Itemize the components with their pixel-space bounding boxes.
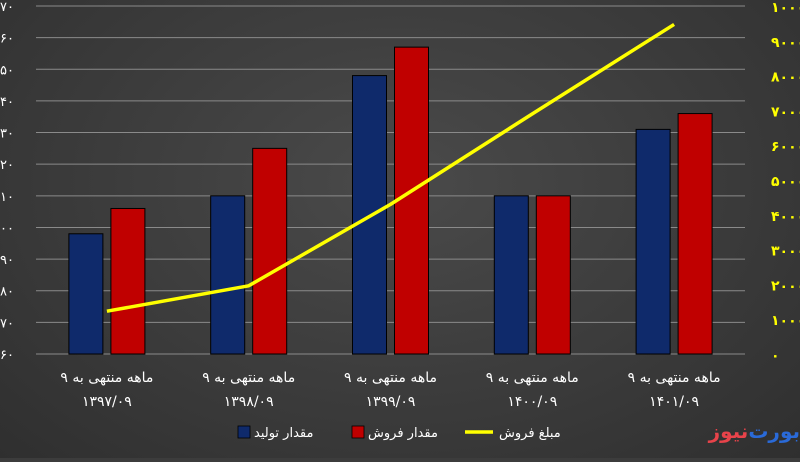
- right-tick-label: ۷۰۰۰: [771, 104, 800, 120]
- category-label: ۹ ماهه منتهی به: [628, 370, 721, 386]
- category-label: ۹ ماهه منتهی به: [60, 370, 153, 386]
- legend-label: مقدار فروش: [368, 426, 438, 441]
- left-tick-label: ۶۰: [0, 348, 14, 363]
- category-label: ۱۳۹۷/۰۹: [82, 394, 132, 410]
- category-label: ۱۴۰۱/۰۹: [649, 394, 699, 410]
- left-tick-label: ۱۰۰: [0, 221, 14, 236]
- left-tick-label: ۷۰: [0, 316, 14, 331]
- left-tick-label: ۱۳۰: [0, 127, 14, 142]
- right-tick-label: ۴۰۰۰: [771, 209, 800, 225]
- left-tick-label: ۱۵۰: [0, 63, 14, 78]
- legend-label: مبلغ فروش: [499, 426, 561, 441]
- right-tick-label: ۸۰۰۰: [771, 70, 800, 86]
- bar-production: [68, 233, 104, 355]
- right-tick-label: ۱۰۰۰: [771, 313, 800, 329]
- bar-sales-qty: [252, 147, 288, 355]
- bar-production: [210, 195, 246, 355]
- legend-label: مقدار تولید: [254, 426, 313, 441]
- bar-sales-qty: [110, 207, 146, 355]
- left-tick-label: ۱۱۰: [0, 190, 14, 205]
- bar-production: [493, 195, 529, 355]
- bar-sales-qty: [535, 195, 571, 355]
- left-tick-label: ۸۰: [0, 285, 14, 300]
- category-label: ۹ ماهه منتهی به: [202, 370, 295, 386]
- watermark-text-1: نیوز: [708, 419, 749, 443]
- left-tick-label: ۱۶۰: [0, 32, 14, 47]
- right-tick-label: ۵۰۰۰: [771, 174, 800, 190]
- category-label: ۱۳۹۹/۰۹: [366, 394, 416, 410]
- right-tick-label: ۱۰۰۰۰: [771, 0, 800, 16]
- right-tick-label: ۶۰۰۰: [771, 139, 800, 155]
- left-tick-label: ۱۷۰: [0, 0, 14, 15]
- legend-swatch: [237, 425, 251, 439]
- right-tick-label: ۰: [771, 348, 780, 364]
- line-sales-amount: [106, 22, 676, 313]
- category-label: ۱۳۹۸/۰۹: [224, 394, 274, 410]
- brand-watermark: نیوز بورت: [709, 418, 800, 444]
- bar-production: [635, 128, 671, 355]
- bar-sales-qty: [394, 46, 429, 355]
- category-label: ۹ ماهه منتهی به: [486, 370, 579, 386]
- bar-sales-qty: [677, 113, 713, 355]
- left-tick-label: ۱۲۰: [0, 158, 14, 173]
- watermark-text-2: بورت: [748, 419, 800, 443]
- category-label: ۹ ماهه منتهی به: [344, 370, 437, 386]
- right-tick-label: ۲۰۰۰: [771, 278, 800, 294]
- left-tick-label: ۹۰: [0, 253, 14, 268]
- category-label: ۱۴۰۰/۰۹: [507, 394, 557, 410]
- left-tick-label: ۱۴۰: [0, 95, 14, 110]
- legend-swatch: [351, 425, 365, 439]
- right-tick-label: ۳۰۰۰: [771, 244, 800, 260]
